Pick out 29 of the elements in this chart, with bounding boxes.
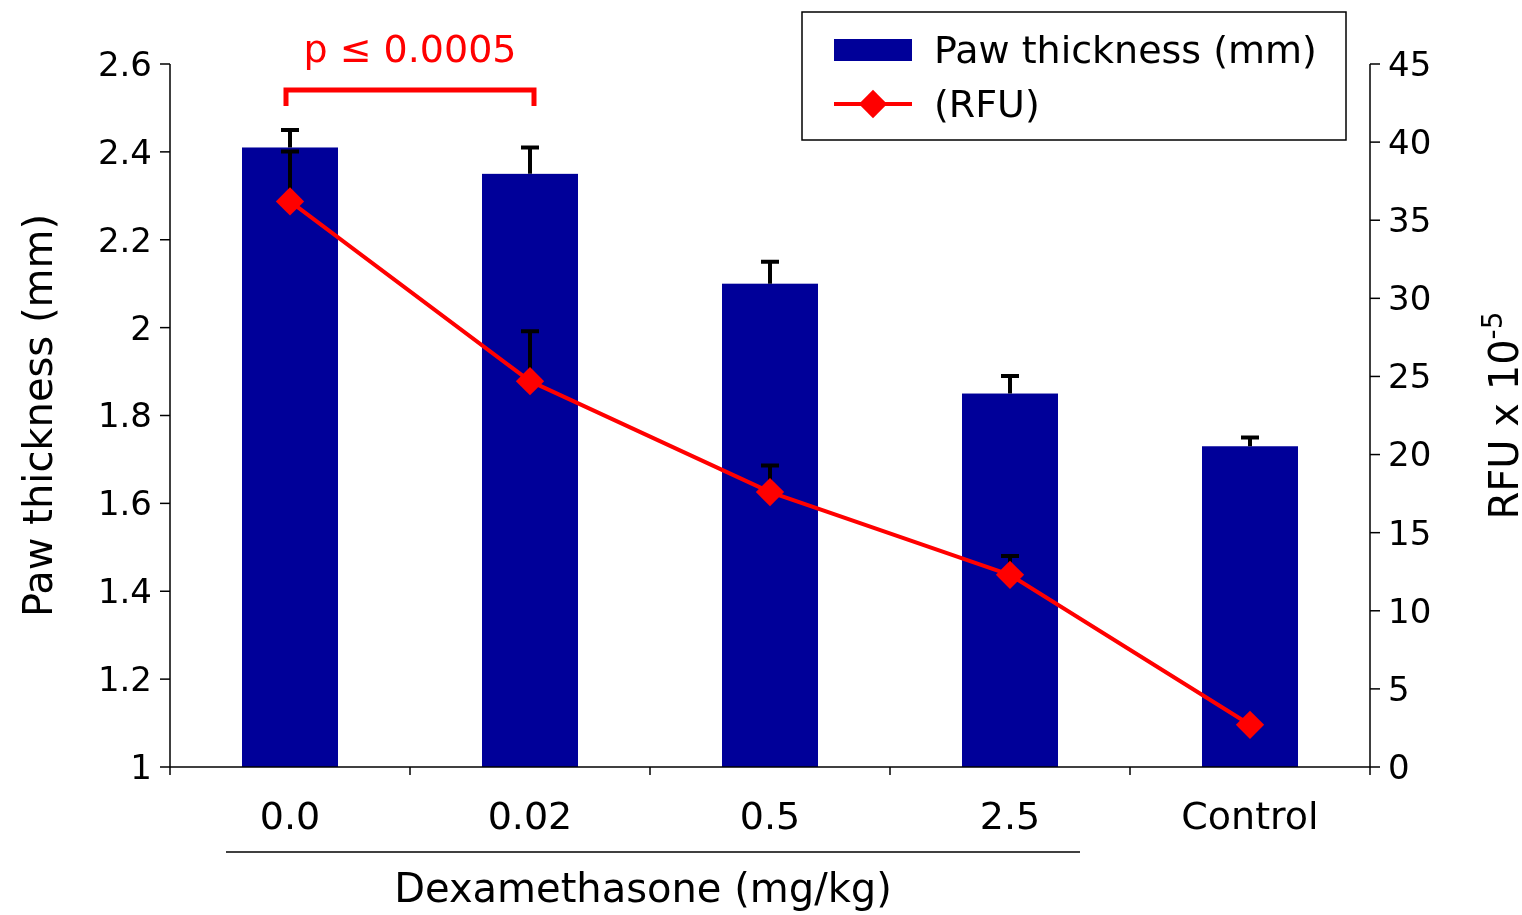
x-axis-title: Dexamethasone (mg/kg) [394,865,892,911]
y-tick-label: 1.8 [97,395,152,436]
y-tick-label: 1.4 [97,571,152,612]
y-tick-label: 2.6 [97,43,152,84]
y2-tick-label: 25 [1388,356,1432,397]
y-tick-label: 2.4 [97,131,152,172]
y2-tick-label: 30 [1388,278,1432,319]
y2-tick-label: 40 [1388,122,1432,163]
y2-tick-label: 35 [1388,200,1432,241]
y-tick-label: 1.6 [97,483,152,524]
y2-tick-label: 5 [1388,668,1410,709]
legend-label: Paw thickness (mm) [934,28,1317,73]
y-tick-label: 2.2 [97,219,152,260]
x-tick-label: 2.5 [979,794,1041,838]
y-axis-title: Paw thickness (mm) [15,213,61,618]
y-tick-label: 1.2 [97,659,152,700]
x-tick-label: 0.5 [739,794,801,838]
y-tick-label: 2 [130,307,152,348]
x-tick-label: Control [1181,794,1319,838]
x-tick-label: 0.02 [487,794,573,838]
y2-tick-label: 0 [1388,746,1410,787]
y2-tick-label: 10 [1388,590,1432,631]
y2-tick-label: 20 [1388,434,1432,475]
x-tick-label: 0.0 [259,794,321,838]
y-tick-label: 1 [130,746,152,787]
y2-tick-label: 45 [1388,43,1432,84]
legend-label: (RFU) [934,82,1040,127]
y2-tick-label: 15 [1388,512,1432,553]
annotation: p ≤ 0.0005 [303,27,517,71]
